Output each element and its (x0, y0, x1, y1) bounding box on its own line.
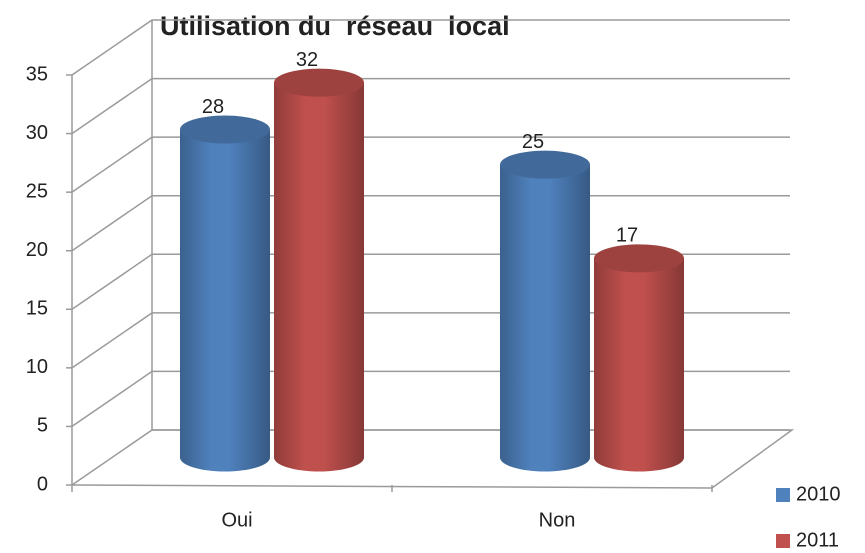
bar (274, 82, 364, 472)
y-tick-label: 35 (26, 63, 48, 85)
data-label: 25 (522, 131, 544, 153)
x-tick-label: Non (539, 509, 576, 531)
bar (180, 129, 270, 472)
data-label: 17 (616, 225, 638, 247)
y-tick-label: 20 (26, 239, 48, 261)
x-tick-label: Oui (221, 509, 252, 531)
bar-top (274, 68, 364, 97)
legend-label: 2011 (796, 529, 839, 551)
y-tick-label: 0 (37, 473, 48, 495)
y-tick-label: 10 (26, 356, 48, 378)
y-tick-label: 30 (26, 122, 48, 144)
chart-title: Utilisation du réseau local (160, 11, 510, 41)
grid-line (71, 136, 790, 193)
grid-line (71, 77, 790, 135)
grid-line (71, 194, 790, 252)
legend-swatch (776, 534, 790, 548)
grid-line (71, 19, 790, 76)
data-label: 28 (202, 96, 224, 118)
bar-top (180, 115, 270, 144)
bar (500, 164, 590, 472)
legend-swatch (776, 488, 790, 502)
y-tick-label: 25 (26, 180, 48, 202)
bar-top (594, 244, 684, 273)
data-label: 32 (296, 49, 318, 71)
y-tick-label: 15 (26, 298, 48, 320)
legend-label: 2010 (796, 483, 841, 505)
bar (594, 258, 684, 472)
bar-top (500, 150, 590, 179)
y-tick-label: 5 (37, 415, 48, 437)
